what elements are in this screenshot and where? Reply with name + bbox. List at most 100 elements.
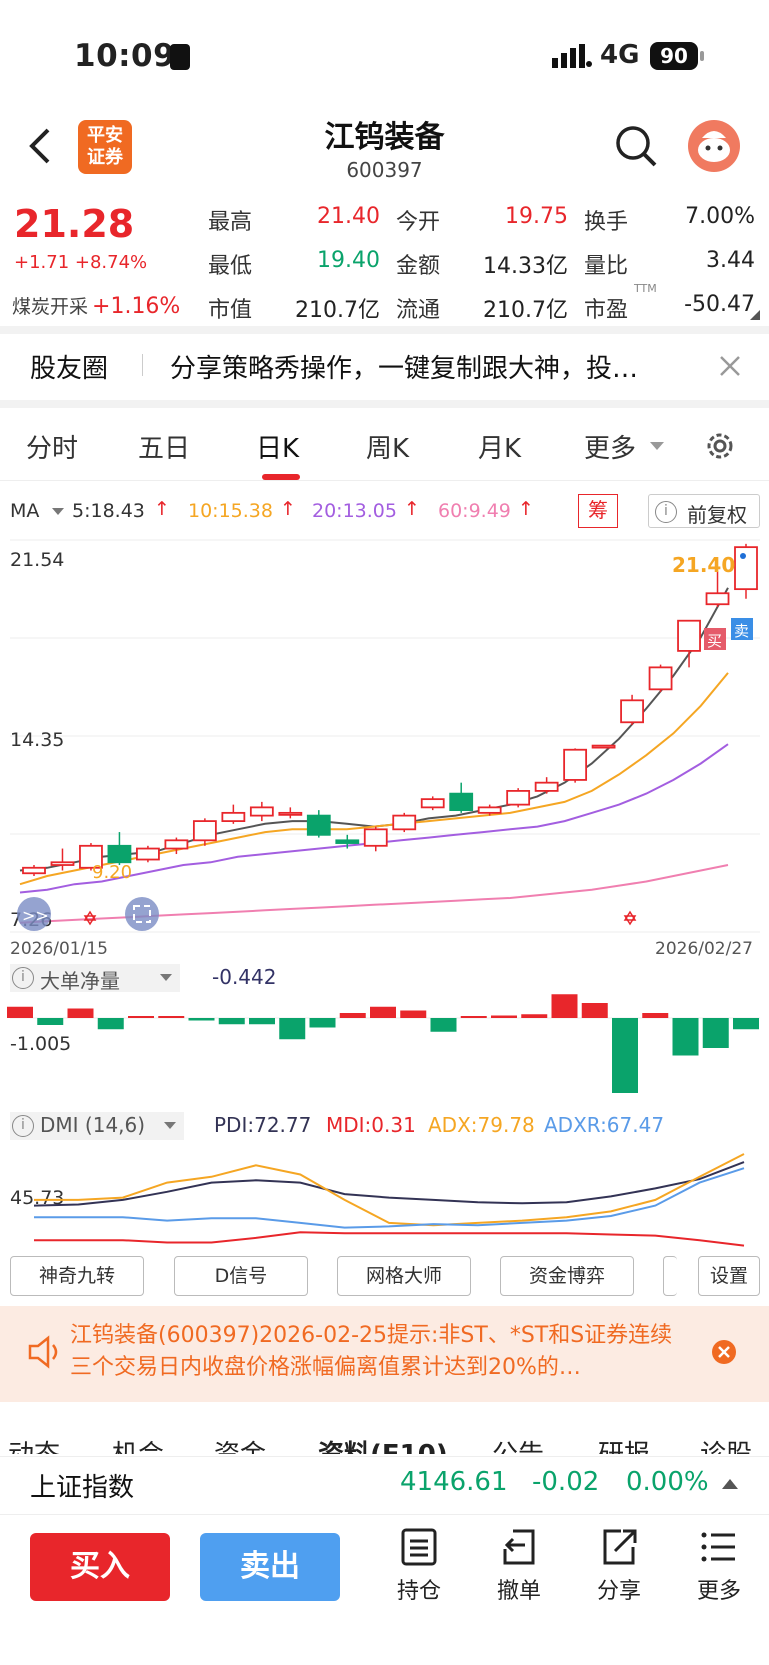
close-icon[interactable] [718,354,742,378]
candle-body [50,861,75,866]
avatar[interactable] [688,120,740,172]
tab-profile[interactable]: 资料(F10) [318,1434,448,1454]
settings-button[interactable]: 设置 [698,1256,760,1296]
arrow-up-icon: ↑ [154,498,170,520]
friend-circle-banner[interactable]: 股友圈 分享策略秀操作，一键复制跟大神，投… [0,334,769,396]
cancel-order-button[interactable]: 撤单 [484,1527,554,1605]
net-flow-bar [218,1018,245,1025]
candlestick [107,832,132,866]
candlestick [534,777,559,794]
net-flow-bar [67,1008,94,1018]
candlestick [278,807,303,819]
index-ticker[interactable]: 上证指数 4146.61 -0.02 0.00% [0,1456,769,1512]
adjust-button[interactable]: i 前复权 [648,494,760,528]
close-icon[interactable] [712,1340,736,1364]
candlestick [677,619,701,668]
ma-label[interactable]: MA [10,500,40,522]
candlestick [306,810,331,838]
candle-body [449,792,474,812]
date-start: 2026/01/15 [10,939,108,959]
buy-button[interactable]: 买入 [30,1533,170,1601]
plugin-button[interactable]: 网格大师 [337,1256,471,1296]
dmi-label: DMI (14,6) [40,1113,146,1137]
candlestick [734,543,758,599]
low-value: 19.40 [317,248,380,273]
net-flow-bar [491,1015,517,1018]
tab-daily-k[interactable]: 日K [256,434,300,464]
dmi-selector[interactable]: i DMI (14,6) [10,1112,184,1140]
plugin-button-partial[interactable] [663,1256,677,1296]
big-order-selector[interactable]: i 大单净量 [10,964,180,993]
battery-tip-icon [700,51,704,61]
net-flow-bar [430,1018,457,1032]
y-axis-mid: 14.35 [10,729,64,751]
candle-body [591,744,616,749]
candlestick [705,571,730,607]
fullscreen-icon[interactable] [125,897,159,931]
candlestick [620,694,644,726]
divider [0,480,769,481]
svg-text:>>: >> [22,906,49,925]
tab-weekly-k[interactable]: 周K [366,434,410,464]
search-icon[interactable] [614,124,658,168]
net-flow-bar [642,1013,669,1018]
net-flow-bar [521,1014,548,1018]
pe-ttm-sup: TTM [634,282,657,295]
candle-body [677,619,701,652]
battery-icon: 90 [650,42,698,70]
share-icon [599,1527,639,1567]
back-icon[interactable] [26,126,56,166]
candle-body [563,748,588,781]
candlestick [22,865,46,876]
plugin-button[interactable]: 资金博弈 [500,1256,634,1296]
tab-monthly-k[interactable]: 月K [478,434,522,464]
candle-body [136,847,160,861]
tab-announcement[interactable]: 公告 [492,1434,544,1454]
notice-banner[interactable]: 江钨装备(600397)2026-02-25提示:非ST、*ST和S证券连续三个… [0,1306,769,1402]
kline-chart[interactable]: 21.54 14.35 7.26 21.40 9.20 2026/01/15 2… [0,536,769,966]
tab-more[interactable]: 更多 [584,434,637,464]
trade-bar: 买入 卖出 持仓 撤单 分享 更多 [0,1514,769,1665]
positions-button[interactable]: 持仓 [384,1527,454,1605]
volume-ratio-value: 3.44 [706,248,755,273]
plugin-button[interactable]: D信号 [174,1256,308,1296]
gear-icon[interactable] [702,428,738,464]
chip-button[interactable]: 筹 [578,494,618,528]
stock-code: 600397 [346,158,423,182]
candle-body [648,666,673,691]
candle-body [534,781,559,792]
tab-news[interactable]: 动态 [8,1434,60,1454]
friend-circle-text: 分享策略秀操作，一键复制跟大神，投… [170,354,639,384]
signal-icon [552,44,592,68]
sector-change: +1.16% [92,294,181,319]
tab-five-day[interactable]: 五日 [138,434,191,464]
tab-research[interactable]: 研报 [598,1434,650,1454]
plugin-button[interactable]: 神奇九转 [10,1256,144,1296]
high-price-label: 21.40 [672,553,735,577]
net-flow-bar [400,1010,427,1018]
expand-icon[interactable]: >> [17,897,51,931]
sell-button[interactable]: 卖出 [200,1533,340,1601]
candle-body [506,790,531,806]
candlestick [563,748,588,783]
tab-diagnosis[interactable]: 诊股 [700,1434,752,1454]
candlestick [192,818,217,846]
chevron-up-icon[interactable] [722,1479,738,1489]
share-label: 分享 [596,1579,641,1604]
tab-funds[interactable]: 资金 [214,1434,266,1454]
tab-opportunity[interactable]: 机会 [112,1434,164,1454]
net-flow-bar [612,1018,638,1093]
turnover-label: 换手 [584,210,629,235]
net-flow-bar [97,1018,124,1030]
net-flow-bar [370,1006,396,1018]
sector-link[interactable]: 煤炭开采 +1.16% [12,292,180,319]
info-icon: i [12,1115,34,1137]
tab-intraday[interactable]: 分时 [26,434,79,464]
candle-body [477,806,502,814]
share-button[interactable]: 分享 [584,1527,654,1605]
amount-label: 金额 [396,254,441,279]
index-price: 4146.61 [400,1467,508,1497]
more-button[interactable]: 更多 [684,1527,754,1605]
net-flow-bar [7,1006,33,1018]
chevron-down-icon [164,1122,176,1129]
